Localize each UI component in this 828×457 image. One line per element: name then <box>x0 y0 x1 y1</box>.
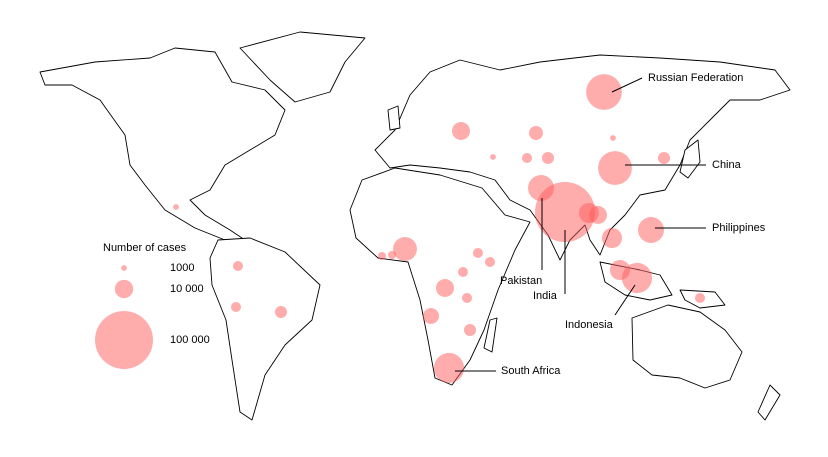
japan <box>679 139 701 179</box>
case-bubble <box>423 308 439 324</box>
case-bubble <box>433 352 465 384</box>
case-bubble <box>541 151 555 165</box>
case-bubble <box>490 154 496 160</box>
australia <box>631 304 743 389</box>
case-bubble <box>601 227 623 249</box>
case-bubble <box>274 305 288 319</box>
case-bubble <box>586 74 622 110</box>
case-bubble <box>694 292 706 304</box>
case-bubble <box>230 301 242 313</box>
country-label: Indonesia <box>565 319 614 331</box>
north-america <box>39 47 286 241</box>
legend-label: 100 000 <box>170 334 210 346</box>
country-label: Pakistan <box>500 275 542 287</box>
africa <box>349 167 531 386</box>
case-bubble <box>589 206 607 224</box>
case-bubble <box>657 151 671 165</box>
country-label: India <box>533 290 558 302</box>
case-bubble <box>535 182 595 242</box>
case-bubble <box>521 152 533 164</box>
case-bubble <box>461 292 473 304</box>
leader-line <box>611 77 643 93</box>
case-bubble <box>388 251 396 259</box>
case-bubble <box>393 237 417 261</box>
case-bubble <box>472 247 484 259</box>
country-label: China <box>712 159 742 171</box>
case-bubble <box>457 266 469 278</box>
legend-bubble <box>95 311 153 369</box>
bubbles <box>173 74 706 384</box>
legend-bubble <box>114 279 134 299</box>
legend-label: 10 000 <box>170 283 204 295</box>
leader-lines <box>455 77 706 372</box>
case-bubble <box>463 323 477 337</box>
case-bubble <box>529 126 543 140</box>
south-america <box>209 237 321 421</box>
case-bubble <box>638 217 664 243</box>
case-bubble <box>484 256 496 268</box>
case-bubble <box>378 252 386 260</box>
country-label: Russian Federation <box>648 72 743 84</box>
eurasia <box>374 54 791 261</box>
case-bubble <box>452 122 470 140</box>
legend-label: 1000 <box>170 262 194 274</box>
legend-title: Number of cases <box>103 242 187 254</box>
legend-bubble <box>121 265 127 271</box>
greenland <box>239 31 366 103</box>
leader-line <box>614 284 636 316</box>
legend: Number of cases 1000 10 000 100 000 <box>95 242 210 369</box>
case-bubble <box>232 260 244 272</box>
case-bubble <box>610 135 616 141</box>
case-bubble <box>173 204 179 210</box>
new-zealand <box>757 384 781 421</box>
madagascar <box>483 317 498 353</box>
case-bubble <box>598 151 632 185</box>
case-bubble <box>436 279 454 297</box>
case-bubble <box>609 259 631 281</box>
uk <box>387 105 401 131</box>
country-label: South Africa <box>501 365 561 377</box>
land-masses <box>39 31 791 421</box>
country-label: Philippines <box>712 222 766 234</box>
